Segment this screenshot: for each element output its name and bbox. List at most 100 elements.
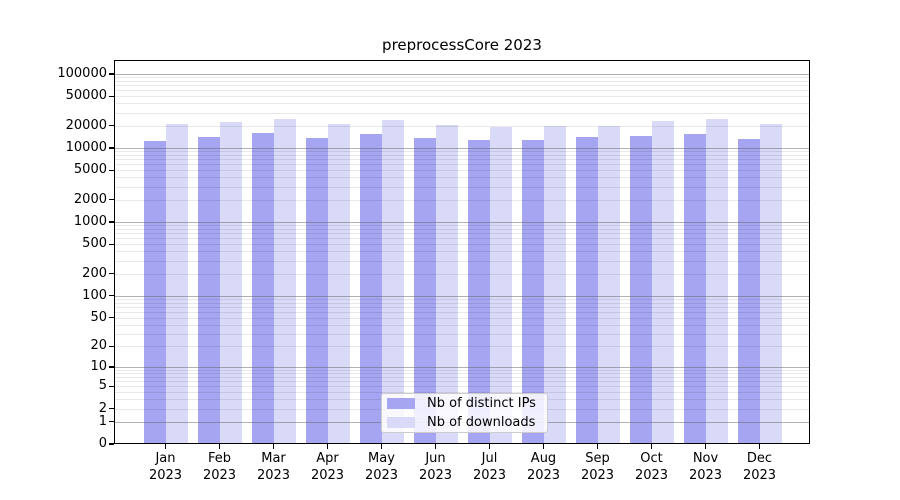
gridline-minor-4 xyxy=(114,392,810,394)
gridline-minor-8000 xyxy=(114,155,810,157)
y-tick-label-10000: 10000 xyxy=(65,139,107,155)
gridline-minor-60 xyxy=(114,311,810,313)
x-tick-label-may: May 2023 xyxy=(364,451,399,483)
gridline-minor-80 xyxy=(114,302,810,304)
legend-swatch-distinct-ips xyxy=(387,398,415,409)
legend: Nb of distinct IPs Nb of downloads xyxy=(381,393,548,433)
chart-title: preprocessCore 2023 xyxy=(382,36,542,54)
gridline-minor-900 xyxy=(114,225,810,227)
plot-area xyxy=(114,60,810,444)
bar-oct-distinct-ips xyxy=(629,136,652,444)
y-tick-mark-500 xyxy=(109,243,114,245)
gridline-minor-7 xyxy=(114,377,810,379)
y-tick-mark-1 xyxy=(109,421,114,423)
y-tick-label-1000: 1000 xyxy=(73,213,107,229)
y-tick-mark-20000 xyxy=(109,125,114,127)
gridline-minor-200 xyxy=(114,273,810,275)
x-tick-mark-dec xyxy=(758,444,761,449)
bar-oct-downloads xyxy=(651,121,674,444)
gridline-minor-700 xyxy=(114,233,810,235)
x-tick-label-jul: Jul 2023 xyxy=(472,451,507,483)
gridline-minor-80000 xyxy=(114,81,810,83)
gridline-minor-50 xyxy=(114,317,810,319)
y-tick-mark-5000 xyxy=(109,169,114,171)
y-tick-mark-2 xyxy=(109,408,114,410)
bar-nov-downloads xyxy=(705,119,728,444)
bar-apr-downloads xyxy=(327,124,350,444)
x-tick-mark-nov xyxy=(704,444,707,449)
gridline-minor-90000 xyxy=(114,77,810,79)
bar-aug-downloads xyxy=(543,126,566,444)
gridline-minor-2000 xyxy=(114,199,810,201)
gridline-minor-8 xyxy=(114,373,810,375)
bar-mar-distinct-ips xyxy=(251,133,274,444)
legend-label-downloads: Nb of downloads xyxy=(427,415,536,430)
x-tick-mark-aug xyxy=(542,444,545,449)
gridline-minor-6 xyxy=(114,381,810,383)
gridline-minor-600 xyxy=(114,238,810,240)
gridline-minor-9000 xyxy=(114,151,810,153)
x-tick-mark-oct xyxy=(650,444,653,449)
y-tick-mark-200 xyxy=(109,272,114,275)
x-tick-label-mar: Mar 2023 xyxy=(256,451,291,483)
y-tick-label-500: 500 xyxy=(82,236,107,252)
bar-may-distinct-ips xyxy=(359,133,382,444)
y-tick-label-2: 2 xyxy=(98,400,107,416)
gridline-minor-3000 xyxy=(114,186,810,188)
y-tick-mark-20 xyxy=(109,345,114,347)
y-tick-mark-10 xyxy=(109,366,114,368)
x-tick-mark-apr xyxy=(326,444,329,449)
y-tick-label-100000: 100000 xyxy=(57,66,107,81)
x-tick-label-nov: Nov 2023 xyxy=(688,451,723,483)
gridline-minor-30 xyxy=(114,333,810,335)
x-tick-label-aug: Aug 2023 xyxy=(526,451,561,483)
bar-feb-distinct-ips xyxy=(197,136,220,444)
gridline-minor-30000 xyxy=(114,112,810,114)
gridline-minor-90 xyxy=(114,299,810,301)
bar-dec-downloads xyxy=(759,124,782,444)
x-tick-label-dec: Dec 2023 xyxy=(742,451,777,483)
legend-label-distinct-ips: Nb of distinct IPs xyxy=(427,396,536,411)
bar-jun-downloads xyxy=(435,125,458,444)
y-tick-mark-100000 xyxy=(109,73,114,75)
gridline-minor-50000 xyxy=(114,96,810,98)
legend-swatch-downloads xyxy=(387,417,415,428)
gridline-minor-70000 xyxy=(114,85,810,87)
bar-jul-distinct-ips xyxy=(467,140,490,444)
legend-item-downloads: Nb of downloads xyxy=(387,413,547,432)
y-tick-mark-1000 xyxy=(109,221,114,223)
y-tick-mark-100 xyxy=(109,295,114,297)
bar-may-downloads xyxy=(381,120,404,444)
gridline-minor-4000 xyxy=(114,177,810,179)
gridline-minor-40 xyxy=(114,324,810,326)
gridline-minor-800 xyxy=(114,229,810,231)
bar-mar-downloads xyxy=(273,118,296,444)
x-tick-mark-feb xyxy=(218,444,221,449)
gridline-minor-300 xyxy=(114,260,810,262)
gridline-minor-70 xyxy=(114,307,810,308)
gridline-minor-40000 xyxy=(114,103,810,105)
gridline-major-10 xyxy=(114,366,810,368)
x-tick-mark-mar xyxy=(272,444,275,449)
y-tick-label-50: 50 xyxy=(90,309,107,325)
x-tick-mark-sep xyxy=(596,444,599,449)
x-tick-label-sep: Sep 2023 xyxy=(580,451,615,483)
y-tick-label-20000: 20000 xyxy=(65,117,107,133)
y-tick-mark-50000 xyxy=(109,95,114,97)
bar-apr-distinct-ips xyxy=(305,137,328,444)
gridline-minor-5 xyxy=(114,386,810,388)
gridline-minor-5000 xyxy=(114,170,810,172)
y-tick-mark-10000 xyxy=(109,147,114,149)
y-tick-label-5000: 5000 xyxy=(73,162,107,178)
y-tick-label-50000: 50000 xyxy=(65,88,107,104)
gridline-minor-400 xyxy=(114,251,810,253)
x-tick-label-feb: Feb 2023 xyxy=(202,451,237,483)
x-tick-mark-jul xyxy=(488,444,491,449)
y-tick-mark-0 xyxy=(109,443,114,445)
x-tick-label-jan: Jan 2023 xyxy=(148,451,183,483)
gridline-major-10000 xyxy=(114,147,810,149)
bar-jul-downloads xyxy=(489,127,512,444)
y-tick-label-1: 1 xyxy=(98,413,107,429)
gridline-major-1000 xyxy=(114,221,810,223)
